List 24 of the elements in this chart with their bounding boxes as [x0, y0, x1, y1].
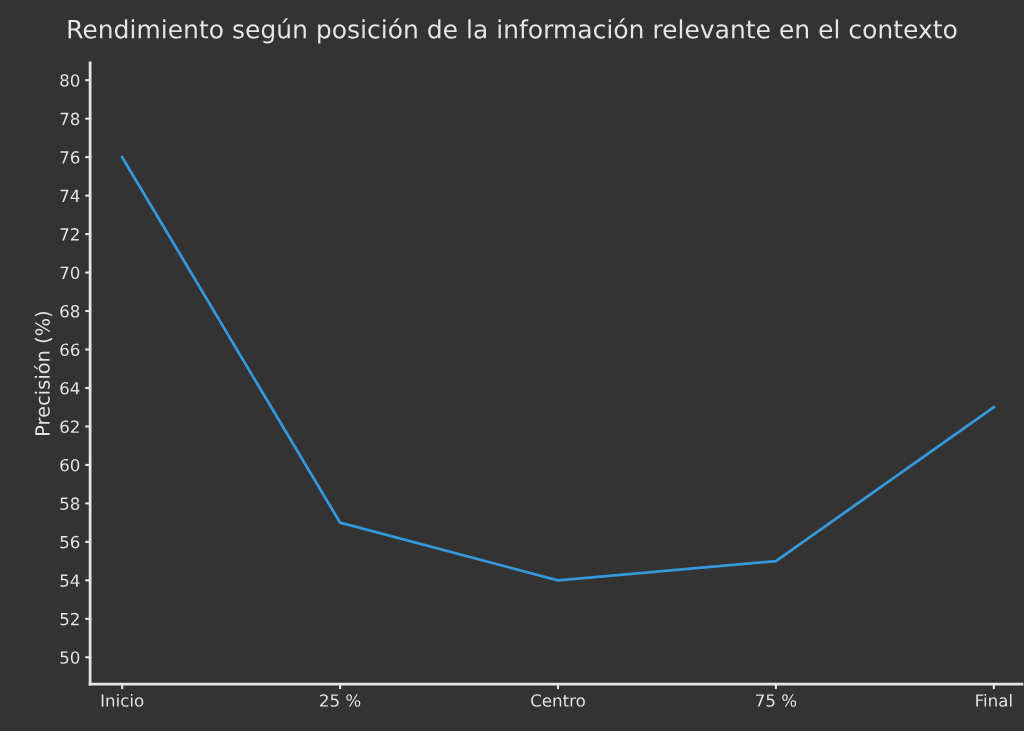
y-tick-label: 64: [60, 381, 80, 395]
x-tick-label: Inicio: [101, 693, 144, 707]
y-axis-title: Precisión (%): [34, 311, 53, 435]
line-series: [120, 155, 996, 582]
y-tick-label: 54: [60, 574, 80, 587]
x-tick-label: Final: [976, 693, 1012, 707]
y-tick-label: 80: [60, 74, 80, 87]
x-tick-label: 75 %: [756, 694, 797, 707]
x-tick-label: Centro: [531, 694, 585, 707]
y-tick-label: 58: [60, 497, 80, 510]
y-tick-label: 60: [60, 458, 80, 472]
y-tick-label: 76: [60, 151, 80, 164]
y-tick-label: 62: [60, 420, 79, 434]
y-tick-label: 66: [60, 343, 80, 357]
y-tick-label: 70: [60, 266, 80, 280]
y-tick-label: 74: [60, 189, 80, 202]
y-tick-label: 72: [60, 228, 79, 241]
y-tick-label: 68: [60, 304, 80, 318]
chart-title: Rendimiento según posición de la información relevante en el contexto: [68, 18, 957, 44]
y-tick-label: 52: [60, 612, 79, 626]
x-tick-label: 25 %: [320, 694, 361, 707]
y-tick-label: 50: [60, 651, 80, 664]
y-tick-label: 78: [60, 112, 80, 126]
y-tick-label: 56: [60, 535, 80, 549]
